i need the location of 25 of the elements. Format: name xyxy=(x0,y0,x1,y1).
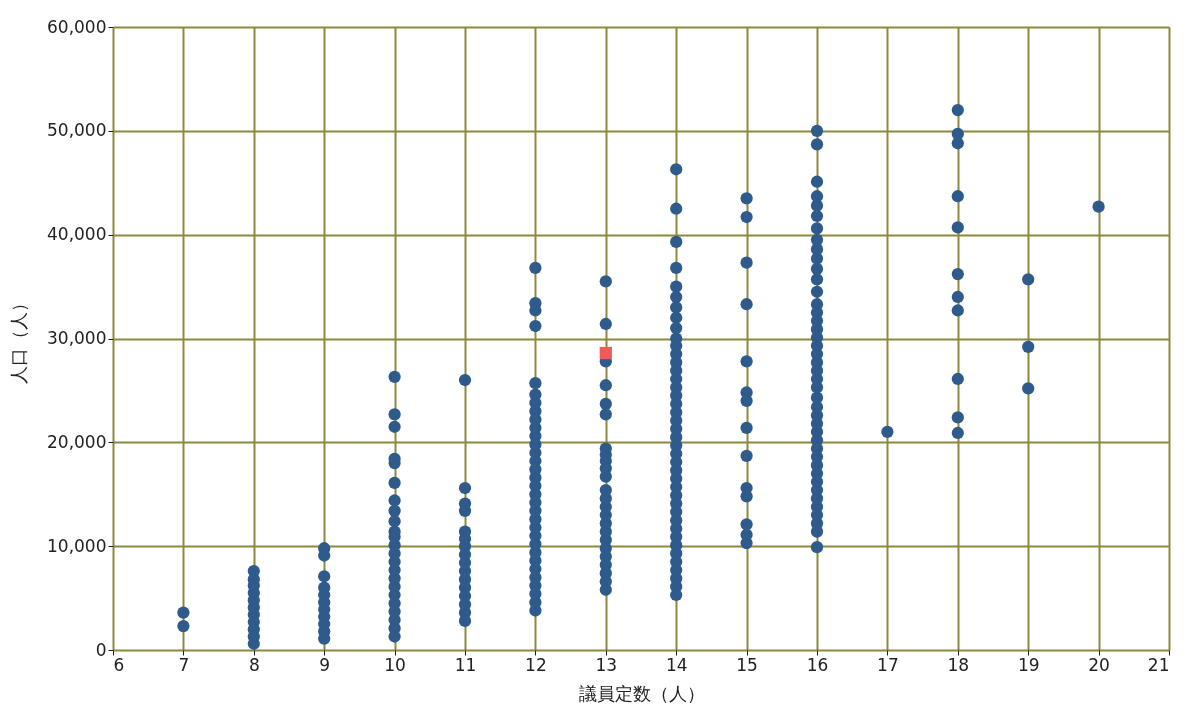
x-tick-label: 18 xyxy=(947,654,970,675)
y-tick-label: 50,000 xyxy=(47,120,107,141)
y-axis-title: 人口（人） xyxy=(8,294,30,384)
y-tick-label: 30,000 xyxy=(47,328,107,348)
x-tick-label: 11 xyxy=(454,654,477,675)
x-tick-label: 20 xyxy=(1088,654,1110,675)
x-tick-label: 12 xyxy=(525,654,547,675)
x-tick-label: 17 xyxy=(877,654,899,675)
y-tick-label: 20,000 xyxy=(47,431,107,452)
x-tick-label: 7 xyxy=(178,654,190,675)
x-tick-label: 6 xyxy=(113,654,125,675)
x-tick-label: 21 xyxy=(1147,654,1170,675)
x-axis-title: 議員定数（人） xyxy=(578,682,705,704)
y-tick-label: 40,000 xyxy=(47,224,107,245)
x-tick-label: 15 xyxy=(736,654,758,675)
x-tick-label: 14 xyxy=(665,654,688,675)
y-tick-label: 60,000 xyxy=(47,16,107,37)
x-tick-label: 13 xyxy=(595,654,618,675)
x-tick-label: 8 xyxy=(248,654,260,675)
x-tick-label: 10 xyxy=(384,654,406,675)
y-tick-label: 0 xyxy=(95,639,107,660)
y-tick-label: 10,000 xyxy=(47,535,107,556)
x-tick-label: 19 xyxy=(1017,654,1040,675)
x-tick-label: 9 xyxy=(319,654,331,675)
x-tick-label: 16 xyxy=(806,654,829,675)
